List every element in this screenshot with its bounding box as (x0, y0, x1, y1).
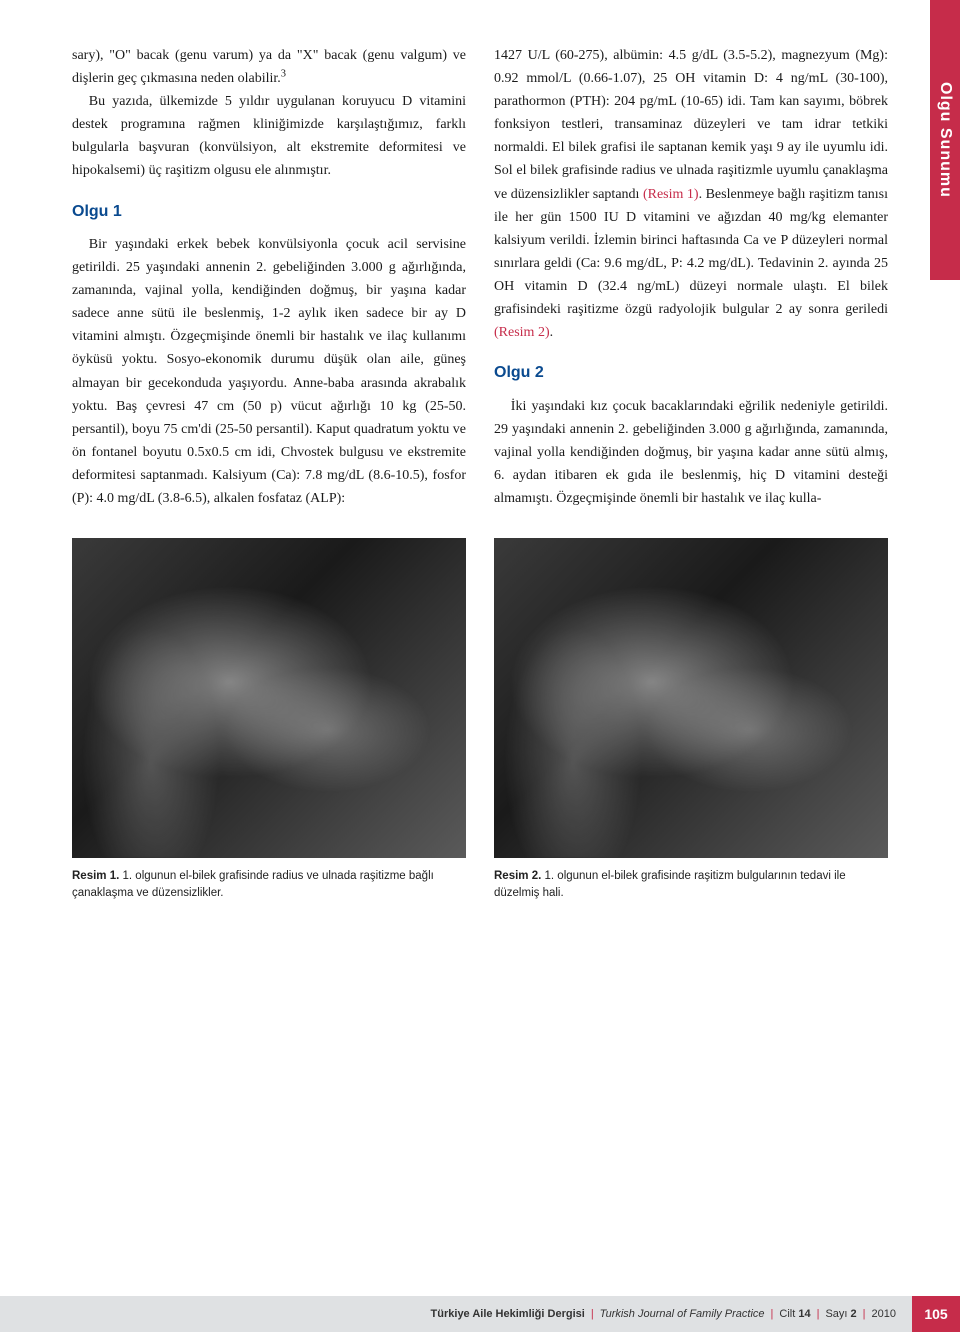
figure-1-wrap: Resim 1. 1. olgunun el-bilek grafisinde … (72, 538, 466, 901)
section-side-label: Olgu Sunumu (936, 82, 954, 198)
footer-sep-3: | (817, 1308, 820, 1320)
footer-year: 2010 (872, 1308, 896, 1320)
figure-1-label: Resim 1. (72, 870, 119, 882)
figure-2-wrap: Resim 2. 1. olgunun el-bilek grafisinde … (494, 538, 888, 901)
footer-sep-4: | (863, 1308, 866, 1320)
figure-1-caption: Resim 1. 1. olgunun el-bilek grafisinde … (72, 868, 466, 901)
column-right: 1427 U/L (60-275), albümin: 4.5 g/dL (3.… (494, 44, 888, 510)
figure-2-caption: Resim 2. 1. olgunun el-bilek grafisinde … (494, 868, 888, 901)
footer-sep-1: | (591, 1308, 594, 1320)
section-side-tab: Olgu Sunumu (930, 0, 960, 280)
para-olgu2: İki yaşındaki kız çocuk bacaklarındaki e… (494, 395, 888, 510)
footer-journal-en: Turkish Journal of Family Practice (600, 1308, 765, 1320)
column-left: sary), "O" bacak (genu varum) ya da "X" … (72, 44, 466, 510)
right-para1a: 1427 U/L (60-275), albümin: 4.5 g/dL (3.… (494, 48, 888, 202)
page-number: 105 (912, 1296, 960, 1332)
right-para1b: . Beslenmeye bağlı raşitizm tanısı ile h… (494, 187, 888, 317)
heading-olgu-1: Olgu 1 (72, 199, 466, 225)
para-intro: Bu yazıda, ülkemizde 5 yıldır uygulanan … (72, 90, 466, 182)
heading-olgu-2: Olgu 2 (494, 360, 888, 386)
footer-sep-2: | (771, 1308, 774, 1320)
figure-1-xray (72, 538, 466, 858)
para-olgu1: Bir yaşındaki erkek bebek konvülsiyonla … (72, 233, 466, 510)
figure-2-xray (494, 538, 888, 858)
ref-resim-2: (Resim 2) (494, 325, 550, 340)
footer-bar: Türkiye Aile Hekimliği Dergisi | Turkish… (0, 1296, 912, 1332)
para-lead: sary), "O" bacak (genu varum) ya da "X" … (72, 44, 466, 90)
footer-sayi-label: Sayı (825, 1308, 847, 1320)
right-para1c: . (550, 325, 554, 340)
figure-2-label: Resim 2. (494, 870, 541, 882)
footer-cilt-label: Cilt (779, 1308, 795, 1320)
para-right-1: 1427 U/L (60-275), albümin: 4.5 g/dL (3.… (494, 44, 888, 344)
figure-row: Resim 1. 1. olgunun el-bilek grafisinde … (72, 538, 888, 901)
citation-sup: 3 (281, 68, 286, 79)
page-footer: Türkiye Aile Hekimliği Dergisi | Turkish… (0, 1296, 960, 1332)
journal-page: Olgu Sunumu sary), "O" bacak (genu varum… (0, 0, 960, 1332)
footer-cilt: 14 (798, 1308, 810, 1320)
ref-resim-1: (Resim 1) (643, 187, 699, 202)
figure-1-text: 1. olgunun el-bilek grafisinde radius ve… (72, 870, 434, 899)
spacer (72, 901, 888, 971)
footer-journal-tr: Türkiye Aile Hekimliği Dergisi (431, 1308, 585, 1320)
text-columns: sary), "O" bacak (genu varum) ya da "X" … (72, 44, 888, 510)
footer-sayi: 2 (851, 1308, 857, 1320)
figure-2-text: 1. olgunun el-bilek grafisinde raşitizm … (494, 870, 846, 899)
lead-text: sary), "O" bacak (genu varum) ya da "X" … (72, 48, 466, 86)
